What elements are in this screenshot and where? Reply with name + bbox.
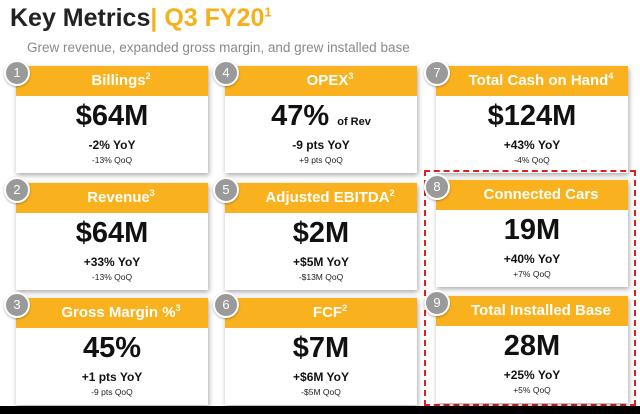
metric-card-opex: OPEX3 4 47% of Rev -9 pts YoY +9 pts QoQ — [225, 66, 417, 173]
card-header: OPEX3 — [225, 66, 417, 96]
metric-value: $7M — [225, 332, 417, 365]
metric-card-adjusted-ebitda: Adjusted EBITDA2 5 $2M +$5M YoY -$13M Qo… — [225, 183, 417, 290]
metric-qoq: +7% QoQ — [436, 269, 628, 279]
page-subtitle: Grew revenue, expanded gross margin, and… — [27, 40, 410, 55]
metric-value: $64M — [16, 100, 208, 133]
card-header: Billings2 — [16, 66, 208, 96]
card-number-badge: 4 — [213, 60, 239, 86]
metric-card-connected-cars: Connected Cars 8 19M +40% YoY +7% QoQ — [436, 180, 628, 287]
metric-value: 28M — [436, 330, 628, 363]
metric-yoy: +40% YoY — [436, 252, 628, 266]
card-number-badge: 8 — [424, 174, 450, 200]
metric-yoy: +25% YoY — [436, 368, 628, 382]
metric-qoq: +5% QoQ — [436, 385, 628, 395]
card-header: Gross Margin %3 — [16, 298, 208, 328]
card-number-badge: 7 — [424, 60, 450, 86]
page-title: Key Metrics| Q3 FY201 — [10, 4, 272, 33]
metric-yoy: -9 pts YoY — [225, 138, 417, 152]
metric-card-revenue: Revenue3 2 $64M +33% YoY -13% QoQ — [16, 183, 208, 290]
card-header: Adjusted EBITDA2 — [225, 183, 417, 213]
metric-qoq: -13% QoQ — [16, 272, 208, 282]
metric-qoq: +9 pts QoQ — [225, 155, 417, 165]
card-number-badge: 6 — [213, 292, 239, 318]
metric-yoy: -2% YoY — [16, 138, 208, 152]
card-number-badge: 2 — [4, 177, 30, 203]
metric-value: $2M — [225, 217, 417, 250]
card-header: Total Cash on Hand4 — [436, 66, 628, 96]
metric-yoy: +43% YoY — [436, 138, 628, 152]
metric-qoq: -$5M QoQ — [225, 387, 417, 397]
metric-card-total-cash: Total Cash on Hand4 7 $124M +43% YoY -4%… — [436, 66, 628, 173]
bottom-bar — [0, 406, 640, 414]
card-header: Connected Cars — [436, 180, 628, 210]
metric-value: $124M — [436, 100, 628, 133]
metric-value: 47% of Rev — [225, 100, 417, 133]
metric-qoq: -$13M QoQ — [225, 272, 417, 282]
metric-value: $64M — [16, 217, 208, 250]
card-header: Total Installed Base — [436, 296, 628, 326]
metric-yoy: +1 pts YoY — [16, 370, 208, 384]
card-number-badge: 9 — [424, 290, 450, 316]
metric-qoq: -9 pts QoQ — [16, 387, 208, 397]
card-number-badge: 3 — [4, 292, 30, 318]
card-number-badge: 5 — [213, 177, 239, 203]
card-header: Revenue3 — [16, 183, 208, 213]
metric-value: 45% — [16, 332, 208, 365]
metric-card-gross-margin: Gross Margin %3 3 45% +1 pts YoY -9 pts … — [16, 298, 208, 405]
metric-qoq: -13% QoQ — [16, 155, 208, 165]
metric-card-billings: Billings2 1 $64M -2% YoY -13% QoQ — [16, 66, 208, 173]
metric-value: 19M — [436, 214, 628, 247]
metric-yoy: +$6M YoY — [225, 370, 417, 384]
metric-qoq: -4% QoQ — [436, 155, 628, 165]
metric-yoy: +$5M YoY — [225, 255, 417, 269]
card-number-badge: 1 — [4, 60, 30, 86]
metric-card-total-installed-base: Total Installed Base 9 28M +25% YoY +5% … — [436, 296, 628, 403]
metric-card-fcf: FCF2 6 $7M +$6M YoY -$5M QoQ — [225, 298, 417, 405]
card-header: FCF2 — [225, 298, 417, 328]
metric-yoy: +33% YoY — [16, 255, 208, 269]
